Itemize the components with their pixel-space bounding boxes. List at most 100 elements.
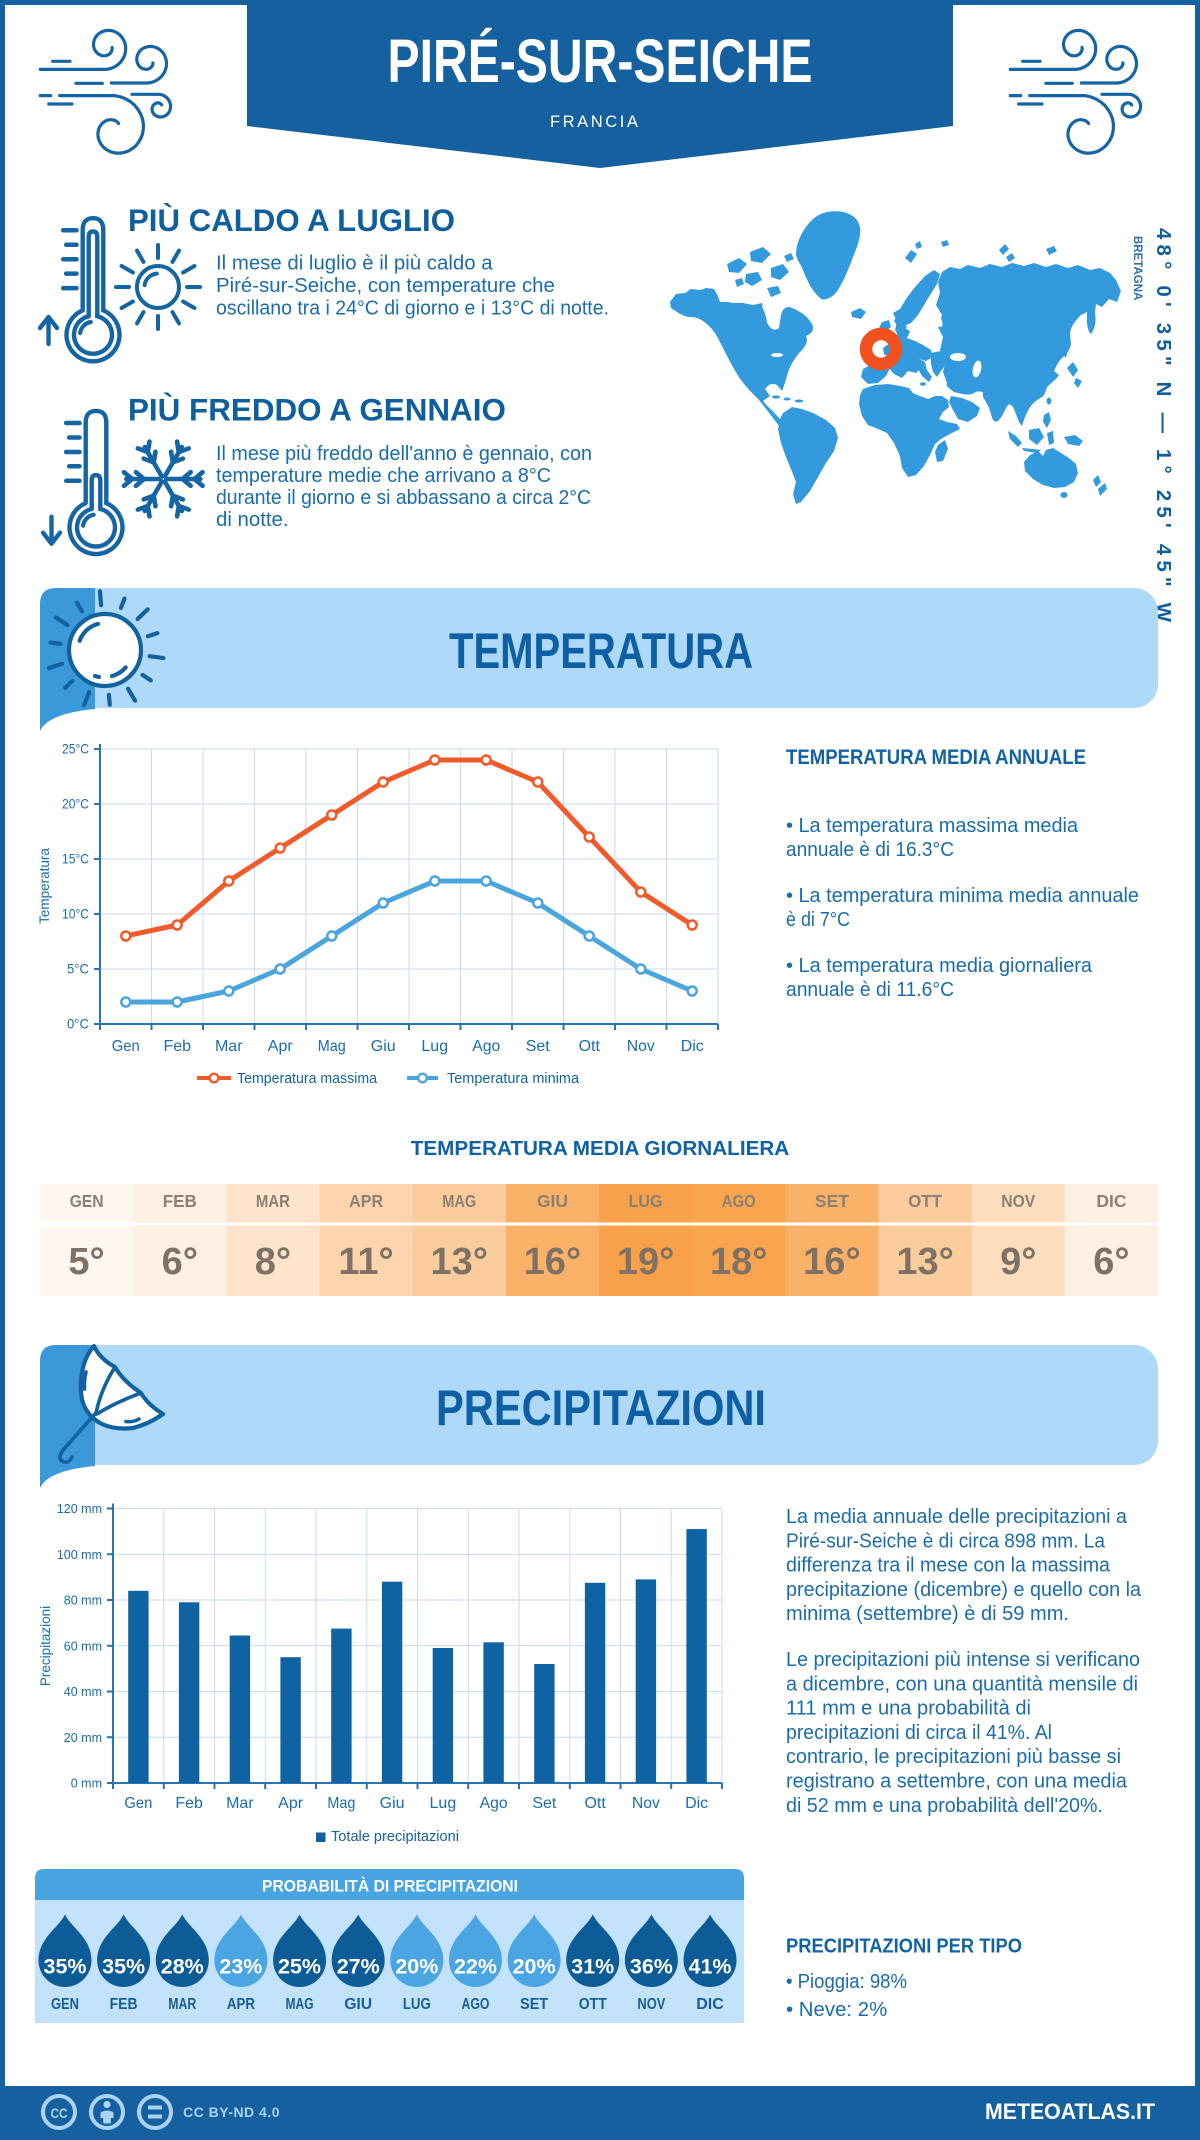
svg-text:APR: APR xyxy=(349,1191,383,1211)
svg-text:è di 7°C: è di 7°C xyxy=(786,909,850,931)
svg-text:36%: 36% xyxy=(630,1955,673,1979)
svg-text:PRECIPITAZIONI: PRECIPITAZIONI xyxy=(436,1380,766,1436)
svg-text:precipitazioni di circa il 41%: precipitazioni di circa il 41%. Al xyxy=(786,1722,1052,1744)
svg-text:35%: 35% xyxy=(44,1955,87,1979)
svg-text:• Neve: 2%: • Neve: 2% xyxy=(786,1999,887,2021)
svg-text:Il mese più freddo dell'anno è: Il mese più freddo dell'anno è gennaio, … xyxy=(216,443,592,465)
svg-text:annuale è di 16.3°C: annuale è di 16.3°C xyxy=(786,839,954,861)
svg-text:Temperatura: Temperatura xyxy=(37,848,52,924)
svg-text:8°: 8° xyxy=(255,1241,291,1283)
svg-text:Dic: Dic xyxy=(685,1795,708,1812)
svg-text:Nov: Nov xyxy=(627,1038,655,1055)
svg-text:CC: CC xyxy=(51,2105,68,2121)
svg-text:22%: 22% xyxy=(454,1955,497,1979)
svg-text:Giu: Giu xyxy=(371,1038,396,1055)
svg-text:durante il giorno e si abbassa: durante il giorno e si abbassano a circa… xyxy=(216,487,591,509)
svg-text:LUG: LUG xyxy=(629,1191,663,1211)
svg-text:contrario, le precipitazioni p: contrario, le precipitazioni più basse s… xyxy=(786,1746,1121,1768)
svg-text:Ott: Ott xyxy=(584,1795,606,1812)
svg-text:Temperatura massima: Temperatura massima xyxy=(237,1070,378,1087)
svg-text:9°: 9° xyxy=(1000,1241,1036,1283)
svg-text:PROBABILITÀ DI PRECIPITAZIONI: PROBABILITÀ DI PRECIPITAZIONI xyxy=(262,1877,518,1896)
svg-text:FRANCIA: FRANCIA xyxy=(550,112,639,131)
svg-text:NOV: NOV xyxy=(1001,1191,1035,1211)
svg-text:Ago: Ago xyxy=(472,1038,500,1055)
svg-text:16°: 16° xyxy=(803,1241,860,1283)
svg-text:Mar: Mar xyxy=(215,1038,243,1055)
svg-text:AGO: AGO xyxy=(461,1996,489,2013)
svg-text:Giu: Giu xyxy=(380,1795,405,1812)
svg-text:Set: Set xyxy=(532,1795,557,1812)
svg-text:Il mese di luglio è il più cal: Il mese di luglio è il più caldo a xyxy=(216,253,493,275)
svg-text:11°: 11° xyxy=(338,1241,393,1283)
svg-text:DIC: DIC xyxy=(1096,1191,1127,1211)
svg-text:di 52 mm e una probabilità del: di 52 mm e una probabilità dell'20%. xyxy=(786,1795,1103,1817)
svg-text:15°C: 15°C xyxy=(62,851,89,867)
svg-text:35%: 35% xyxy=(102,1955,145,1979)
svg-text:PIÙ CALDO A LUGLIO: PIÙ CALDO A LUGLIO xyxy=(128,202,455,238)
svg-text:METEOATLAS.IT: METEOATLAS.IT xyxy=(985,2099,1156,2124)
svg-text:20°C: 20°C xyxy=(62,796,89,812)
svg-text:5°: 5° xyxy=(68,1241,104,1283)
svg-text:• La temperatura massima media: • La temperatura massima media xyxy=(786,815,1079,837)
svg-text:GEN: GEN xyxy=(70,1191,104,1211)
svg-text:Mag: Mag xyxy=(327,1795,355,1812)
svg-text:MAR: MAR xyxy=(168,1996,196,2013)
svg-text:40 mm: 40 mm xyxy=(64,1685,102,1699)
svg-text:Piré-sur-Seiche è di circa 898: Piré-sur-Seiche è di circa 898 mm. La xyxy=(786,1530,1106,1552)
svg-text:25%: 25% xyxy=(278,1955,321,1979)
svg-text:GIU: GIU xyxy=(537,1191,568,1211)
svg-text:a dicembre, con una quantità m: a dicembre, con una quantità mensile di xyxy=(786,1673,1138,1695)
svg-text:0 mm: 0 mm xyxy=(71,1777,102,1791)
svg-text:5°C: 5°C xyxy=(67,961,89,977)
svg-text:TEMPERATURA MEDIA GIORNALIERA: TEMPERATURA MEDIA GIORNALIERA xyxy=(411,1137,790,1160)
svg-text:20 mm: 20 mm xyxy=(64,1731,102,1745)
svg-text:di notte.: di notte. xyxy=(216,509,289,531)
svg-text:Feb: Feb xyxy=(163,1038,191,1055)
svg-text:Ago: Ago xyxy=(480,1795,508,1812)
svg-text:AGO: AGO xyxy=(722,1191,756,1211)
svg-text:oscillano tra i 24°C di giorno: oscillano tra i 24°C di giorno e i 13°C … xyxy=(216,298,609,320)
svg-text:minima (settembre) è di 59 mm.: minima (settembre) è di 59 mm. xyxy=(786,1603,1069,1625)
svg-text:16°: 16° xyxy=(524,1241,581,1283)
svg-text:48° 0' 35" N — 1° 25' 45" W: 48° 0' 35" N — 1° 25' 45" W xyxy=(1152,228,1175,623)
svg-text:temperature medie che arrivano: temperature medie che arrivano a 8°C xyxy=(216,465,551,487)
svg-text:DIC: DIC xyxy=(696,1996,724,2013)
svg-text:Feb: Feb xyxy=(175,1795,203,1812)
svg-text:SET: SET xyxy=(815,1191,849,1211)
svg-text:Lug: Lug xyxy=(421,1038,448,1055)
svg-text:Le precipitazioni più intense: Le precipitazioni più intense si verific… xyxy=(786,1649,1140,1671)
svg-text:Dic: Dic xyxy=(681,1038,704,1055)
svg-text:19°: 19° xyxy=(617,1241,674,1283)
svg-text:Lug: Lug xyxy=(430,1795,457,1812)
svg-text:Precipitazioni: Precipitazioni xyxy=(38,1606,53,1686)
svg-text:Temperatura minima: Temperatura minima xyxy=(447,1070,580,1087)
svg-text:TEMPERATURA: TEMPERATURA xyxy=(449,623,753,679)
svg-text:Mar: Mar xyxy=(226,1795,254,1812)
svg-text:31%: 31% xyxy=(571,1955,614,1979)
svg-text:differenza tra il mese con la: differenza tra il mese con la massima xyxy=(786,1555,1111,1577)
svg-text:BRETAGNA: BRETAGNA xyxy=(1131,236,1143,300)
svg-text:LUG: LUG xyxy=(403,1996,431,2013)
svg-text:• La temperatura minima media: • La temperatura minima media annuale xyxy=(786,885,1139,907)
svg-text:60 mm: 60 mm xyxy=(64,1639,102,1653)
svg-text:41%: 41% xyxy=(689,1955,732,1979)
svg-text:13°: 13° xyxy=(431,1241,488,1283)
svg-text:Ott: Ott xyxy=(579,1038,601,1055)
svg-text:28%: 28% xyxy=(161,1955,204,1979)
svg-text:GIU: GIU xyxy=(344,1996,372,2013)
svg-text:PIRÉ-SUR-SEICHE: PIRÉ-SUR-SEICHE xyxy=(388,27,813,95)
svg-text:13°: 13° xyxy=(896,1241,953,1283)
svg-text:APR: APR xyxy=(227,1996,255,2013)
svg-text:La media annuale delle precipi: La media annuale delle precipitazioni a xyxy=(786,1506,1128,1528)
svg-text:Totale precipitazioni: Totale precipitazioni xyxy=(331,1828,459,1845)
svg-text:Mag: Mag xyxy=(318,1038,346,1055)
svg-text:MAG: MAG xyxy=(286,1996,314,2013)
svg-text:18°: 18° xyxy=(710,1241,767,1283)
svg-text:TEMPERATURA MEDIA ANNUALE: TEMPERATURA MEDIA ANNUALE xyxy=(786,745,1086,769)
svg-text:0°C: 0°C xyxy=(67,1016,89,1032)
svg-text:• La temperatura media giornal: • La temperatura media giornaliera xyxy=(786,955,1093,977)
svg-text:GEN: GEN xyxy=(51,1996,79,2013)
svg-text:Apr: Apr xyxy=(268,1038,294,1055)
svg-text:MAG: MAG xyxy=(442,1191,476,1211)
